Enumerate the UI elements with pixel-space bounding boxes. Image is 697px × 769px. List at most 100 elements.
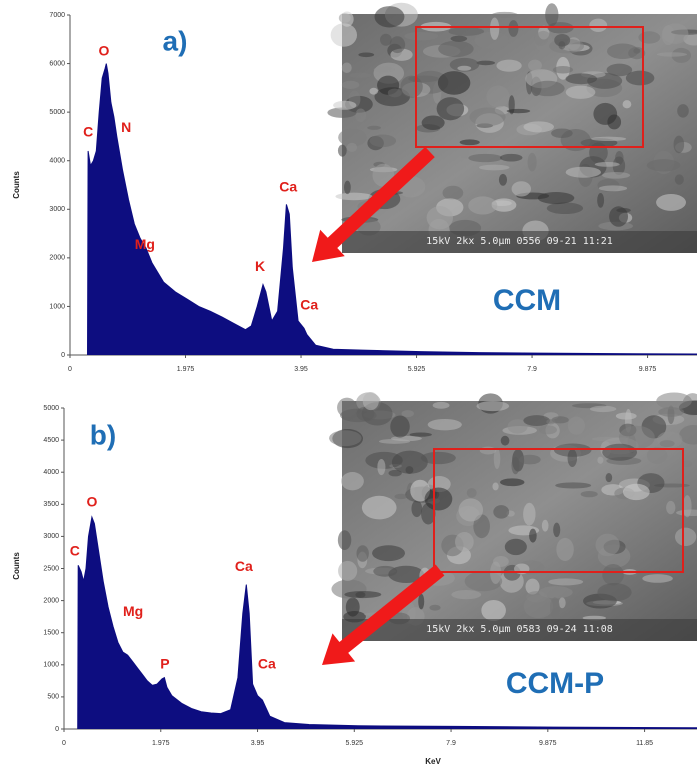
peak-label: N: [121, 119, 131, 135]
sem-texture: [547, 202, 583, 214]
x-tick-label: 0: [68, 366, 72, 373]
sem-texture: [341, 472, 364, 490]
sem-texture: [499, 174, 507, 186]
x-tick-label: 3.95: [294, 366, 308, 373]
sem-texture: [481, 600, 506, 621]
sem-caption: 15kV 2kx 5.0µm 0556 09-21 11:21: [426, 236, 613, 247]
sem-texture: [338, 530, 351, 550]
sem-texture: [609, 206, 628, 226]
sem-texture: [599, 185, 627, 191]
sem-texture: [422, 115, 445, 130]
sem-texture: [528, 60, 542, 71]
x-tick-label: 3.95: [251, 740, 265, 747]
sem-texture: [433, 402, 450, 409]
y-axis-label: Counts: [12, 552, 21, 580]
sem-texture: [553, 66, 573, 73]
x-axis-label: KeV: [425, 757, 441, 766]
x-tick-label: 0: [62, 740, 66, 747]
x-tick-label: 5.925: [408, 366, 426, 373]
y-tick-label: 500: [47, 694, 59, 701]
sem-texture: [551, 128, 573, 138]
y-tick-label: 0: [55, 726, 59, 733]
sem-texture: [404, 32, 438, 40]
sem-texture: [591, 137, 626, 141]
sem-texture: [451, 590, 481, 599]
sem-texture: [539, 425, 557, 434]
sem-texture: [548, 578, 583, 585]
x-tick-label: 5.925: [346, 740, 364, 747]
sem-texture: [657, 52, 687, 56]
sem-texture: [486, 86, 509, 108]
sem-texture: [390, 416, 409, 438]
sem-texture: [626, 71, 655, 86]
y-tick-label: 4500: [43, 437, 59, 444]
sem-texture: [338, 561, 357, 581]
sem-texture: [389, 470, 402, 476]
y-tick-label: 6000: [49, 60, 65, 67]
sem-texture: [373, 566, 397, 577]
sem-texture: [589, 19, 607, 32]
x-tick-label: 7.9: [527, 366, 537, 373]
sem-texture: [558, 41, 565, 49]
y-tick-label: 3000: [43, 533, 59, 540]
sem-texture: [379, 439, 410, 444]
sem-texture: [496, 60, 521, 72]
sem-texture: [528, 153, 537, 172]
sem-texture: [534, 31, 552, 52]
sem-texture: [538, 192, 575, 204]
y-tick-label: 1000: [49, 303, 65, 310]
sem-texture: [597, 193, 604, 208]
sem-texture: [524, 595, 554, 619]
sem-texture: [363, 392, 379, 410]
sem-texture: [623, 100, 632, 108]
sem-texture: [523, 503, 535, 526]
x-tick-label: 1.975: [152, 740, 170, 747]
sem-texture: [438, 71, 471, 95]
sem-texture: [501, 436, 510, 446]
sem-texture: [507, 109, 531, 113]
sem-texture: [438, 41, 473, 57]
sem-texture: [369, 88, 378, 95]
sem-texture: [675, 528, 696, 546]
sem-texture: [662, 23, 688, 44]
sem-texture: [375, 6, 405, 27]
sem-texture: [566, 73, 598, 84]
peak-label: Mg: [123, 603, 143, 619]
sem-texture: [656, 393, 692, 410]
sem-texture: [607, 115, 621, 130]
sem-texture: [657, 431, 682, 448]
sem-texture: [642, 574, 673, 583]
sem-texture: [595, 162, 620, 167]
sem-texture: [675, 174, 684, 184]
sem-texture: [555, 482, 591, 488]
sem-texture: [553, 523, 560, 538]
sem-texture: [455, 532, 474, 552]
sample-label: CCM: [493, 284, 561, 317]
sem-texture: [529, 529, 537, 543]
sem-texture: [451, 36, 468, 42]
sem-texture: [595, 534, 619, 557]
sem-texture: [656, 194, 686, 211]
sem-texture: [411, 500, 422, 517]
sem-texture: [410, 433, 432, 437]
sem-texture: [572, 120, 581, 124]
sem-texture: [674, 136, 685, 154]
peak-label: C: [70, 543, 80, 559]
x-tick-label: 9.875: [639, 366, 657, 373]
peak-label: Ca: [279, 179, 297, 195]
y-tick-label: 0: [61, 352, 65, 359]
sem-texture: [607, 44, 638, 59]
sem-texture: [402, 410, 414, 417]
sem-texture: [418, 594, 424, 610]
sem-texture: [356, 545, 368, 562]
sem-texture: [457, 66, 471, 71]
x-tick-label: 9.875: [539, 740, 557, 747]
sem-texture: [566, 167, 601, 178]
y-tick-label: 1000: [43, 662, 59, 669]
sem-texture: [480, 447, 497, 455]
peak-label: Ca: [258, 656, 276, 672]
sem-texture: [666, 501, 675, 514]
sem-texture: [597, 583, 631, 601]
sem-texture: [388, 88, 402, 97]
sem-texture: [556, 538, 574, 561]
